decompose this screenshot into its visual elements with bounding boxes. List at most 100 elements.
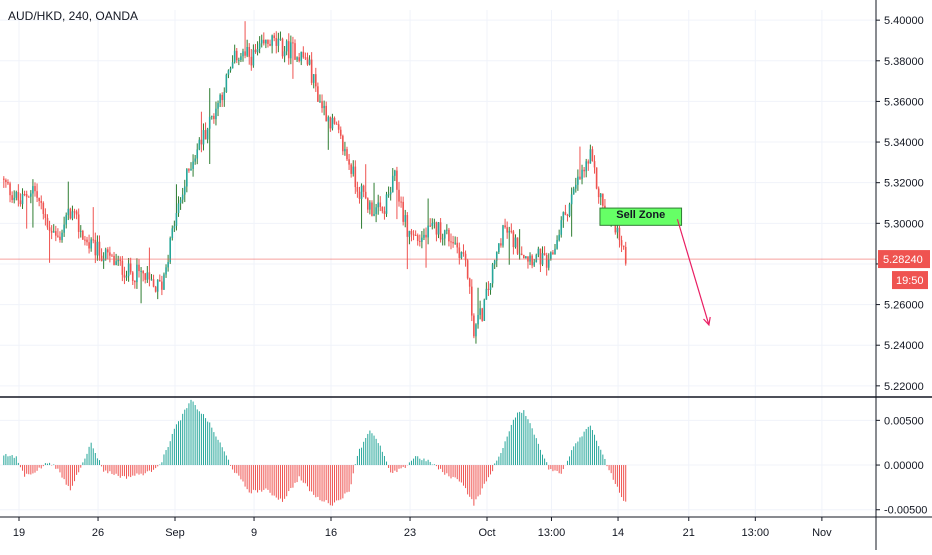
candle-body[interactable] [306,57,309,65]
candle-body[interactable] [433,222,436,224]
candle-body[interactable] [599,193,602,198]
candle-body[interactable] [485,288,488,300]
candle-body[interactable] [100,255,103,262]
candle-body[interactable] [437,222,440,235]
candle-body[interactable] [556,239,558,249]
candle-body[interactable] [32,186,34,194]
candle-body[interactable] [190,168,192,171]
candle-body[interactable] [523,254,525,259]
candle-body[interactable] [389,192,392,195]
candle-body[interactable] [34,186,36,192]
candle-body[interactable] [84,239,86,241]
candle-body[interactable] [531,255,533,266]
candle-body[interactable] [138,264,140,272]
candle-body[interactable] [354,166,357,188]
candle-body[interactable] [362,185,365,192]
candle-body[interactable] [79,230,82,232]
candle-body[interactable] [287,41,290,59]
candle-body[interactable] [38,197,40,201]
candle-body[interactable] [456,242,459,248]
candle-body[interactable] [358,191,361,199]
candle-body[interactable] [40,200,43,203]
candle-body[interactable] [369,202,371,210]
candle-body[interactable] [244,51,246,56]
candle-body[interactable] [498,243,500,253]
candle-body[interactable] [400,201,402,203]
candle-body[interactable] [27,196,30,198]
candle-body[interactable] [350,164,352,174]
candle-body[interactable] [622,245,625,247]
candle-body[interactable] [452,241,454,244]
candle-body[interactable] [188,169,190,171]
candle-body[interactable] [159,279,161,282]
candle-body[interactable] [296,57,298,60]
candle-body[interactable] [356,187,359,192]
candle-body[interactable] [547,259,550,268]
candle-body[interactable] [416,235,419,241]
candle-body[interactable] [435,222,438,235]
candle-body[interactable] [512,231,515,248]
candle-body[interactable] [127,263,130,277]
candle-body[interactable] [77,214,80,232]
candle-body[interactable] [473,315,475,337]
candle-body[interactable] [229,68,232,71]
candle-body[interactable] [71,211,74,219]
candle-body[interactable] [575,184,577,189]
candle-body[interactable] [493,260,496,265]
candle-body[interactable] [206,128,209,140]
candle-body[interactable] [150,279,153,281]
candle-body[interactable] [520,253,523,255]
candle-body[interactable] [404,215,407,222]
candle-body[interactable] [250,56,253,66]
candle-body[interactable] [300,51,303,62]
candle-body[interactable] [446,229,448,231]
candle-body[interactable] [208,116,211,129]
candle-body[interactable] [25,194,28,197]
candle-body[interactable] [42,202,45,214]
candle-body[interactable] [421,237,423,242]
candle-body[interactable] [69,208,72,219]
candle-body[interactable] [65,215,67,225]
candle-body[interactable] [321,101,323,109]
candle-body[interactable] [283,51,286,57]
candle-body[interactable] [589,149,592,164]
candle-body[interactable] [298,57,300,62]
candle-body[interactable] [94,239,97,256]
candle-body[interactable] [196,149,199,159]
candle-body[interactable] [144,273,147,280]
candle-body[interactable] [572,188,575,195]
candle-body[interactable] [348,159,350,165]
candle-body[interactable] [211,115,213,117]
candle-body[interactable] [285,41,288,52]
oscillator-pane[interactable] [3,399,627,506]
candle-body[interactable] [156,279,159,292]
candle-body[interactable] [352,166,355,174]
candle-body[interactable] [560,220,563,235]
candle-body[interactable] [441,238,444,240]
candle-body[interactable] [102,258,105,262]
candle-body[interactable] [260,39,263,44]
candle-body[interactable] [495,252,498,261]
candle-body[interactable] [319,101,321,103]
candle-body[interactable] [44,213,47,218]
candle-body[interactable] [86,239,88,243]
candle-body[interactable] [163,274,165,290]
candle-body[interactable] [46,217,49,228]
candle-body[interactable] [379,202,382,207]
candle-body[interactable] [194,158,196,162]
candle-body[interactable] [514,237,517,248]
candle-body[interactable] [233,50,236,63]
candle-body[interactable] [502,225,504,246]
candle-body[interactable] [402,201,404,222]
candle-body[interactable] [475,324,477,337]
candle-body[interactable] [167,262,169,268]
candle-body[interactable] [539,248,542,265]
candle-body[interactable] [63,224,65,233]
candle-body[interactable] [591,149,594,162]
candle-body[interactable] [554,248,556,255]
candle-body[interactable] [111,255,113,257]
candle-body[interactable] [427,225,429,238]
candle-body[interactable] [263,39,265,44]
candle-body[interactable] [414,234,417,236]
candle-body[interactable] [275,38,278,46]
